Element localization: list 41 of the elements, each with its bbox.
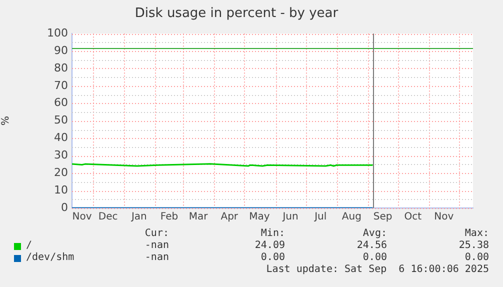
y-tick-label: 10 — [54, 183, 68, 196]
text: Min: — [260, 228, 285, 240]
y-tick-label: 0 — [61, 200, 68, 214]
y-tick-label: 100 — [47, 26, 68, 40]
x-tick-label: Feb — [160, 212, 178, 223]
text: Avg: — [362, 228, 387, 240]
y-tick-label: 90 — [54, 44, 68, 57]
text: 25.38 — [458, 240, 489, 252]
x-tick-label: Dec — [98, 212, 118, 223]
x-tick-label: Jun — [282, 212, 298, 223]
text: Last update: Sat Sep 6 16:00:06 2025 — [266, 264, 489, 276]
x-tick-label: Oct — [404, 212, 422, 223]
text: -nan — [144, 252, 169, 264]
text: -nan — [144, 240, 169, 252]
y-tick-label: 40 — [54, 131, 68, 144]
legend-label: / — [26, 240, 32, 252]
text: 0.00 — [260, 252, 285, 264]
x-tick-label: Sep — [373, 212, 392, 223]
x-tick-label: Jan — [130, 212, 147, 223]
y-axis-title: % — [0, 116, 12, 126]
y-tick-label: 20 — [54, 166, 68, 179]
x-tick-label: Mar — [188, 212, 209, 223]
text: 24.56 — [356, 240, 387, 252]
text: 24.09 — [254, 240, 285, 252]
x-tick-label: Nov — [434, 212, 454, 223]
chart-title: Disk usage in percent - by year — [134, 6, 339, 22]
x-tick-label: Aug — [342, 212, 362, 223]
text: 0.00 — [362, 252, 387, 264]
x-tick-label: Nov — [72, 212, 92, 223]
y-tick-label: 70 — [54, 78, 68, 92]
x-tick-label: May — [249, 212, 270, 223]
x-tick-label: Jul — [314, 212, 327, 223]
legend-label: /dev/shm — [26, 252, 74, 264]
text: 0.00 — [464, 252, 489, 264]
x-tick-label: Apr — [220, 212, 239, 223]
text: Cur: — [144, 228, 169, 240]
y-tick-label: 60 — [54, 96, 68, 110]
text: Max: — [464, 228, 489, 240]
y-tick-label: 50 — [54, 114, 68, 127]
y-tick-label: 30 — [54, 148, 68, 162]
y-tick-label: 80 — [54, 61, 68, 74]
